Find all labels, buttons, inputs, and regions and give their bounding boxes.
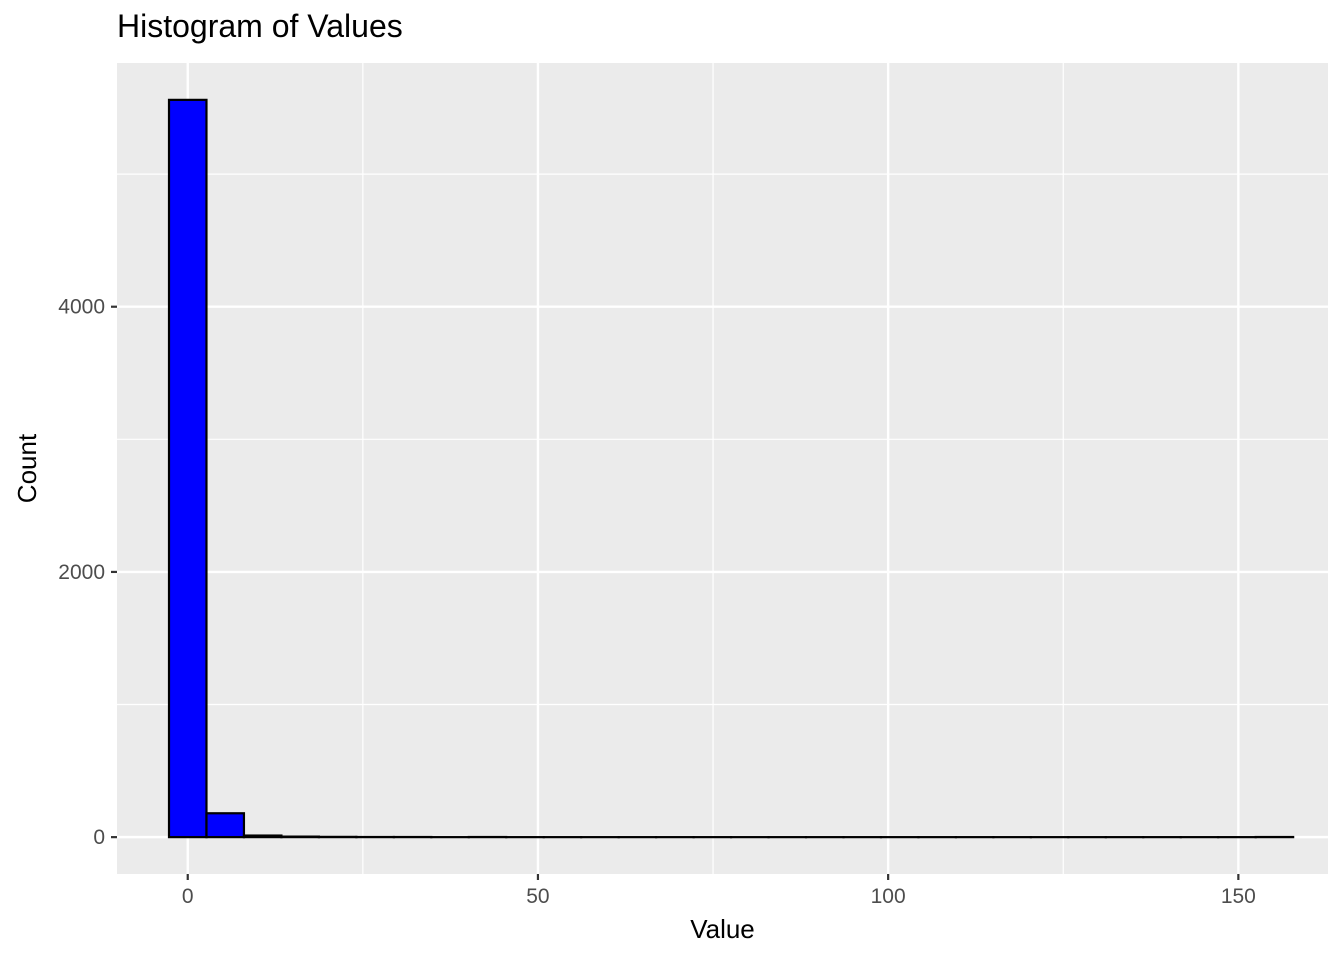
x-axis-title: Value bbox=[690, 914, 755, 944]
y-tick-label: 4000 bbox=[58, 296, 105, 319]
histogram-bar-1 bbox=[206, 813, 243, 837]
histogram-bar-0 bbox=[169, 100, 206, 837]
histogram-bar-3 bbox=[281, 837, 318, 838]
x-tick-label: 0 bbox=[182, 885, 194, 908]
y-axis-title: Count bbox=[12, 433, 42, 503]
y-tick-label: 2000 bbox=[58, 561, 105, 584]
x-tick-label: 50 bbox=[526, 885, 549, 908]
plot-panel bbox=[117, 63, 1328, 874]
histogram-bar-2 bbox=[244, 836, 281, 838]
x-tick-label: 150 bbox=[1221, 885, 1256, 908]
y-tick-label: 0 bbox=[93, 826, 105, 849]
chart-title: Histogram of Values bbox=[117, 8, 403, 45]
x-tick-label: 100 bbox=[871, 885, 906, 908]
